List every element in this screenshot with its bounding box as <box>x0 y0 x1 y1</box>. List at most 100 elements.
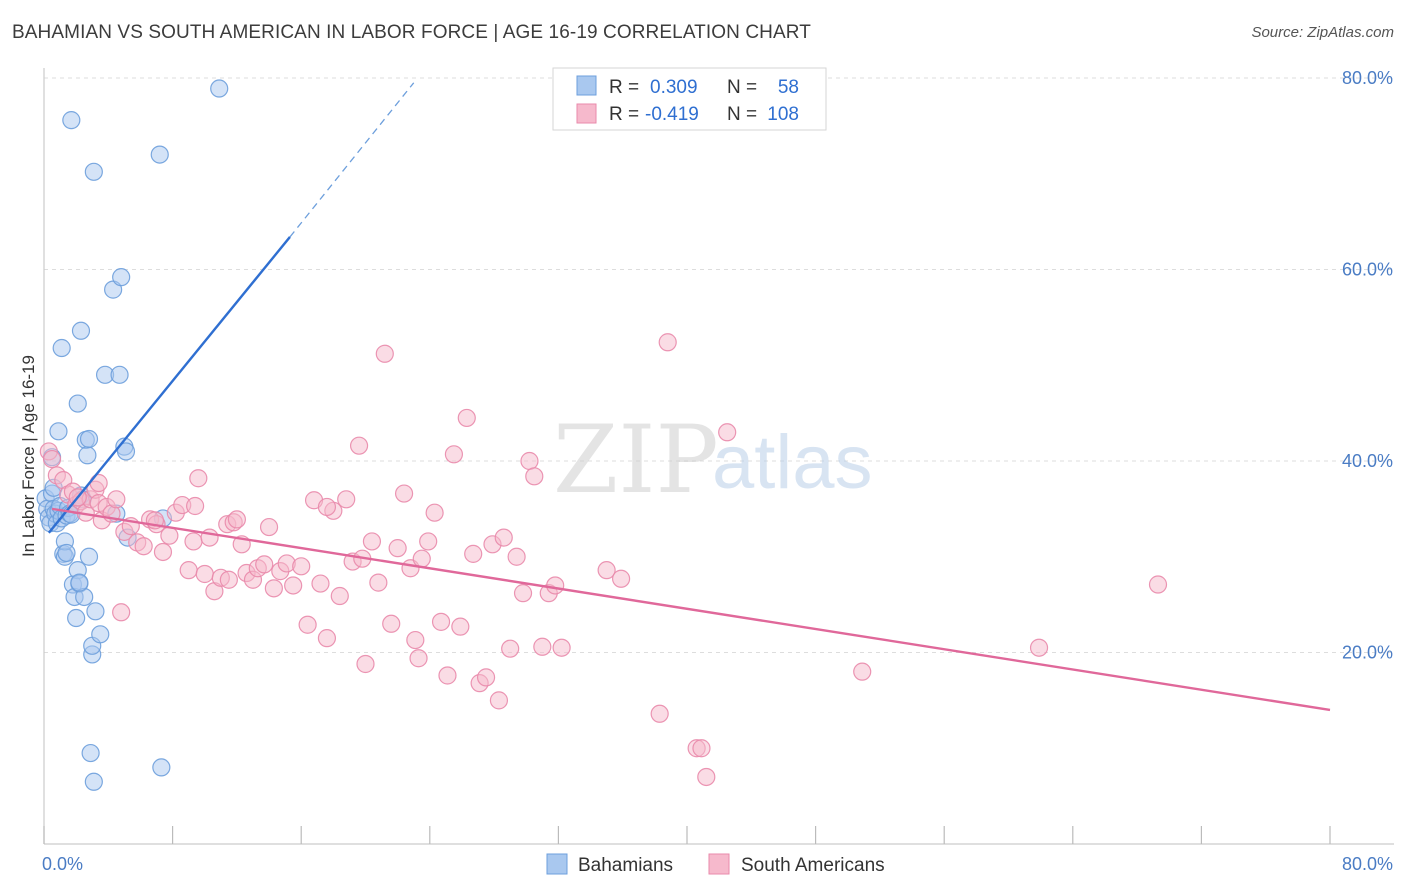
point-south-americans-73 <box>457 408 476 428</box>
watermark-zip: ZIP <box>553 406 719 515</box>
x-tick-label-min: 0.0% <box>42 854 83 874</box>
stats-box-frame <box>552 67 827 131</box>
point-bahamians-44 <box>110 365 129 384</box>
point-south-americans-98 <box>1029 638 1049 657</box>
point-south-americans-70 <box>438 666 457 685</box>
legend-label-bahamians: Bahamians <box>578 855 673 876</box>
point-south-americans-1 <box>42 449 62 469</box>
stats-n-label-1: N = <box>727 77 757 98</box>
point-south-americans-90 <box>611 569 631 588</box>
point-south-americans-74 <box>464 544 483 563</box>
point-south-americans-99 <box>1148 575 1168 594</box>
point-south-americans-67 <box>419 532 438 551</box>
point-bahamians-21 <box>67 608 86 628</box>
point-south-americans-20 <box>134 537 153 556</box>
point-south-americans-84 <box>525 467 544 486</box>
regression-extension-bahamians <box>289 82 415 238</box>
point-south-americans-56 <box>349 436 369 455</box>
regression-line-south-americans <box>51 507 1331 712</box>
point-south-americans-71 <box>444 445 464 464</box>
point-south-americans-59 <box>369 573 388 592</box>
point-bahamians-34 <box>62 111 81 130</box>
point-south-americans-80 <box>501 639 520 658</box>
point-south-americans-69 <box>431 612 451 631</box>
point-bahamians-36 <box>71 321 91 340</box>
point-south-americans-88 <box>552 638 571 657</box>
point-south-americans-46 <box>284 576 303 595</box>
stats-swatch-bahamians <box>576 75 597 96</box>
point-south-americans-57 <box>356 654 375 674</box>
point-south-americans-81 <box>507 547 526 566</box>
point-south-americans-102 <box>317 497 337 517</box>
y-tick-labels: 20.0% 40.0% 60.0% 80.0% <box>1342 68 1393 663</box>
point-bahamians-52 <box>84 162 103 181</box>
legend-swatch-bahamians <box>546 853 568 875</box>
stats-n-label-2: N = <box>727 104 757 125</box>
point-south-americans-51 <box>317 629 337 648</box>
regression-line-bahamians <box>47 236 291 534</box>
point-south-americans-24 <box>160 526 179 545</box>
x-axis-ticks <box>43 826 1331 844</box>
stats-n-value-1: 58 <box>778 77 799 98</box>
point-south-americans-63 <box>394 484 414 503</box>
point-south-americans-42 <box>259 517 279 537</box>
point-bahamians-57 <box>70 573 89 592</box>
point-south-americans-92 <box>650 704 669 723</box>
point-south-americans-72 <box>451 617 470 636</box>
point-south-americans-96 <box>718 423 737 442</box>
source-credit: Source: ZipAtlas.com <box>1251 24 1394 41</box>
y-axis-title: In Labor Force | Age 16-19 <box>19 355 38 557</box>
point-bahamians-53 <box>81 743 100 763</box>
point-south-americans-30 <box>195 564 214 584</box>
point-south-americans-29 <box>189 469 208 488</box>
point-south-americans-50 <box>311 574 330 593</box>
point-south-americans-97 <box>853 662 872 681</box>
point-south-americans-65 <box>406 630 425 650</box>
point-bahamians-40 <box>91 625 110 644</box>
point-south-americans-54 <box>337 490 356 509</box>
point-south-americans-60 <box>375 344 394 363</box>
point-south-americans-48 <box>298 615 317 634</box>
y-tick-label-60: 60.0% <box>1342 260 1393 280</box>
legend-swatch-south-americans <box>708 853 730 875</box>
point-south-americans-15 <box>107 490 126 509</box>
point-south-americans-79 <box>494 528 513 547</box>
chart-title: BAHAMIAN VS SOUTH AMERICAN IN LABOR FORC… <box>12 22 811 43</box>
point-bahamians-54 <box>84 772 103 791</box>
point-south-americans-28 <box>184 532 203 551</box>
stats-r-value-1: 0.309 <box>650 77 698 98</box>
point-bahamians-28 <box>78 446 97 465</box>
point-south-americans-53 <box>330 586 349 606</box>
legend-label-south-americans: South Americans <box>741 855 885 876</box>
point-south-americans-58 <box>362 532 382 551</box>
point-south-americans-41 <box>255 555 274 574</box>
point-south-americans-43 <box>264 579 283 598</box>
series-bahamians-points <box>36 79 229 791</box>
point-bahamians-32 <box>49 422 68 441</box>
watermark: ZIP atlas <box>553 406 873 515</box>
point-bahamians-35 <box>68 394 87 413</box>
point-south-americans-27 <box>179 561 198 580</box>
series-south-americans-points <box>39 333 1168 787</box>
stats-box: R = 0.309 N = 58 R = -0.419 N = 108 <box>552 67 827 131</box>
point-south-americans-83 <box>520 451 539 471</box>
point-south-americans-85 <box>533 637 552 656</box>
y-tick-label-20: 20.0% <box>1342 643 1393 663</box>
point-south-americans-100 <box>186 496 205 516</box>
point-south-americans-61 <box>382 614 401 633</box>
stats-r-value-2: -0.419 <box>645 104 699 125</box>
point-bahamians-39 <box>86 602 105 621</box>
point-south-americans-87 <box>546 576 565 595</box>
watermark-atlas: atlas <box>712 420 873 505</box>
stats-swatch-south-americans <box>576 103 597 124</box>
point-south-americans-78 <box>489 691 509 710</box>
point-south-americans-47 <box>292 557 311 576</box>
point-south-americans-36 <box>227 510 246 529</box>
series-legend: Bahamians South Americans <box>546 853 885 876</box>
point-south-americans-23 <box>153 542 173 562</box>
point-bahamians-50 <box>150 145 169 164</box>
point-south-americans-91 <box>658 333 677 352</box>
point-bahamians-45 <box>112 268 131 287</box>
point-south-americans-95 <box>697 767 716 787</box>
